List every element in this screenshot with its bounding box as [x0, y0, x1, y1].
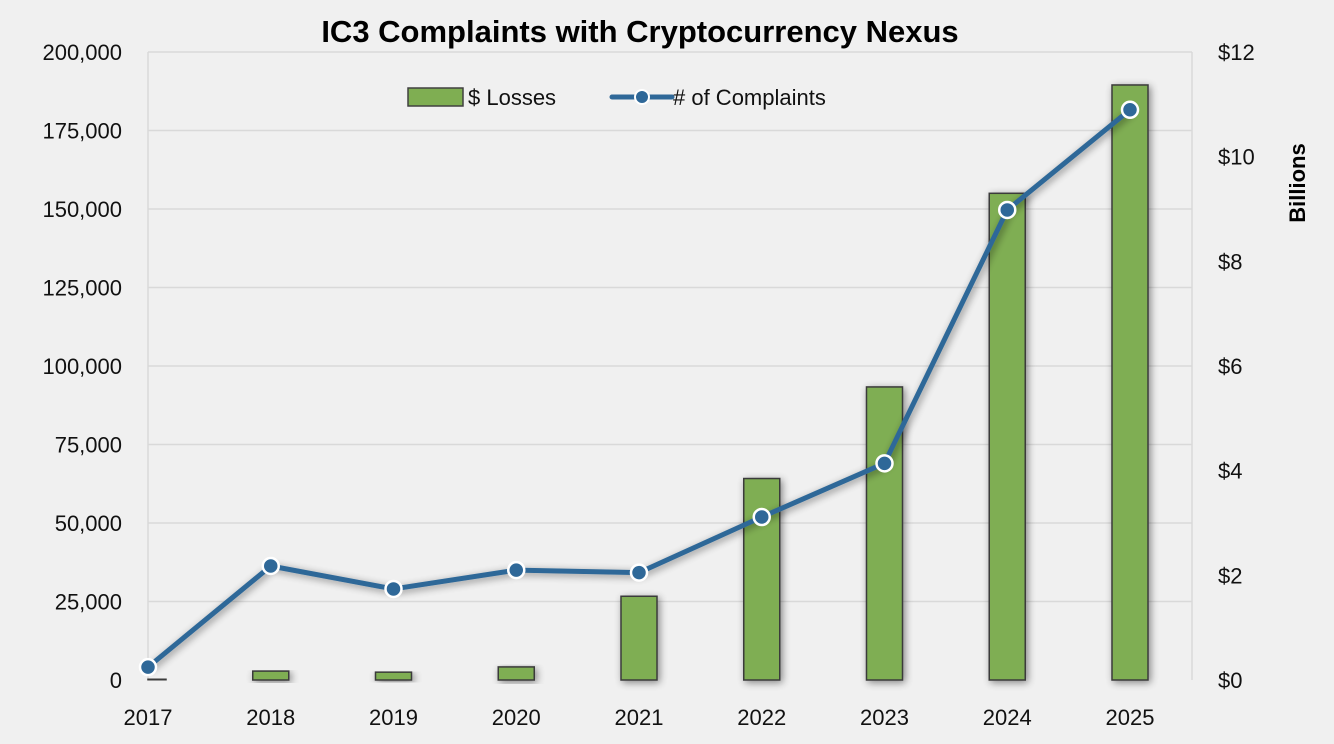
- right-tick-label: $0: [1218, 668, 1242, 693]
- x-axis: 2017 2018 2019 2020 2021 2022 2023 2024 2025: [124, 705, 1155, 730]
- x-tick-label: 2020: [492, 705, 541, 730]
- left-tick-label: 0: [110, 668, 122, 693]
- x-tick-label: 2023: [860, 705, 909, 730]
- x-tick-label: 2018: [246, 705, 295, 730]
- legend-label-complaints: # of Complaints: [673, 85, 826, 110]
- left-axis: 0 25,000 50,000 75,000 100,000 125,000 150,000…: [42, 40, 122, 693]
- x-tick-label: 2024: [983, 705, 1032, 730]
- left-tick-label: 200,000: [42, 40, 122, 65]
- complaints-line: [146, 107, 1132, 670]
- bar-2020: [497, 666, 535, 681]
- legend-label-losses: $ Losses: [468, 85, 556, 110]
- right-tick-label: $2: [1218, 563, 1242, 588]
- point-2023: [875, 454, 894, 473]
- right-axis: $0 $2 $4 $6 $8 $10 $12: [1218, 40, 1255, 693]
- bar-2018: [252, 670, 290, 681]
- right-tick-label: $4: [1218, 459, 1242, 484]
- legend: $ Losses # of Complaints: [407, 85, 826, 110]
- left-tick-label: 50,000: [55, 511, 122, 536]
- right-tick-label: $10: [1218, 145, 1255, 170]
- x-tick-label: 2022: [737, 705, 786, 730]
- bar-2024: [988, 192, 1026, 681]
- point-2022: [752, 507, 771, 527]
- bar-2025: [1111, 84, 1149, 681]
- left-tick-label: 125,000: [42, 276, 122, 301]
- x-tick-label: 2019: [369, 705, 418, 730]
- legend-marker-complaints: [634, 89, 650, 105]
- left-tick-label: 150,000: [42, 197, 122, 222]
- right-tick-label: $6: [1218, 354, 1242, 379]
- legend-swatch-losses: [407, 87, 464, 107]
- point-2024: [998, 200, 1017, 220]
- bar-2023: [865, 386, 904, 681]
- left-tick-label: 75,000: [55, 433, 122, 458]
- right-axis-label: Billions: [1285, 143, 1310, 222]
- chart-title: IC3 Complaints with Cryptocurrency Nexus: [321, 14, 958, 49]
- x-tick-label: 2025: [1106, 705, 1155, 730]
- gridlines: [147, 51, 1193, 680]
- left-tick-label: 25,000: [55, 590, 122, 615]
- left-tick-label: 100,000: [42, 354, 122, 379]
- bar-2021: [620, 595, 658, 681]
- point-2017: [138, 657, 158, 677]
- x-tick-label: 2021: [615, 705, 664, 730]
- x-tick-label: 2017: [124, 705, 173, 730]
- left-tick-label: 175,000: [42, 119, 122, 144]
- line-series: [138, 100, 1140, 677]
- point-2025: [1120, 100, 1140, 120]
- right-tick-label: $12: [1218, 40, 1255, 65]
- point-2018: [261, 556, 280, 576]
- bar-2019: [374, 671, 413, 681]
- point-2021: [629, 563, 649, 582]
- bar-series: [147, 84, 1149, 681]
- right-tick-label: $8: [1218, 249, 1242, 274]
- point-2019: [384, 579, 403, 599]
- point-2020: [507, 560, 526, 580]
